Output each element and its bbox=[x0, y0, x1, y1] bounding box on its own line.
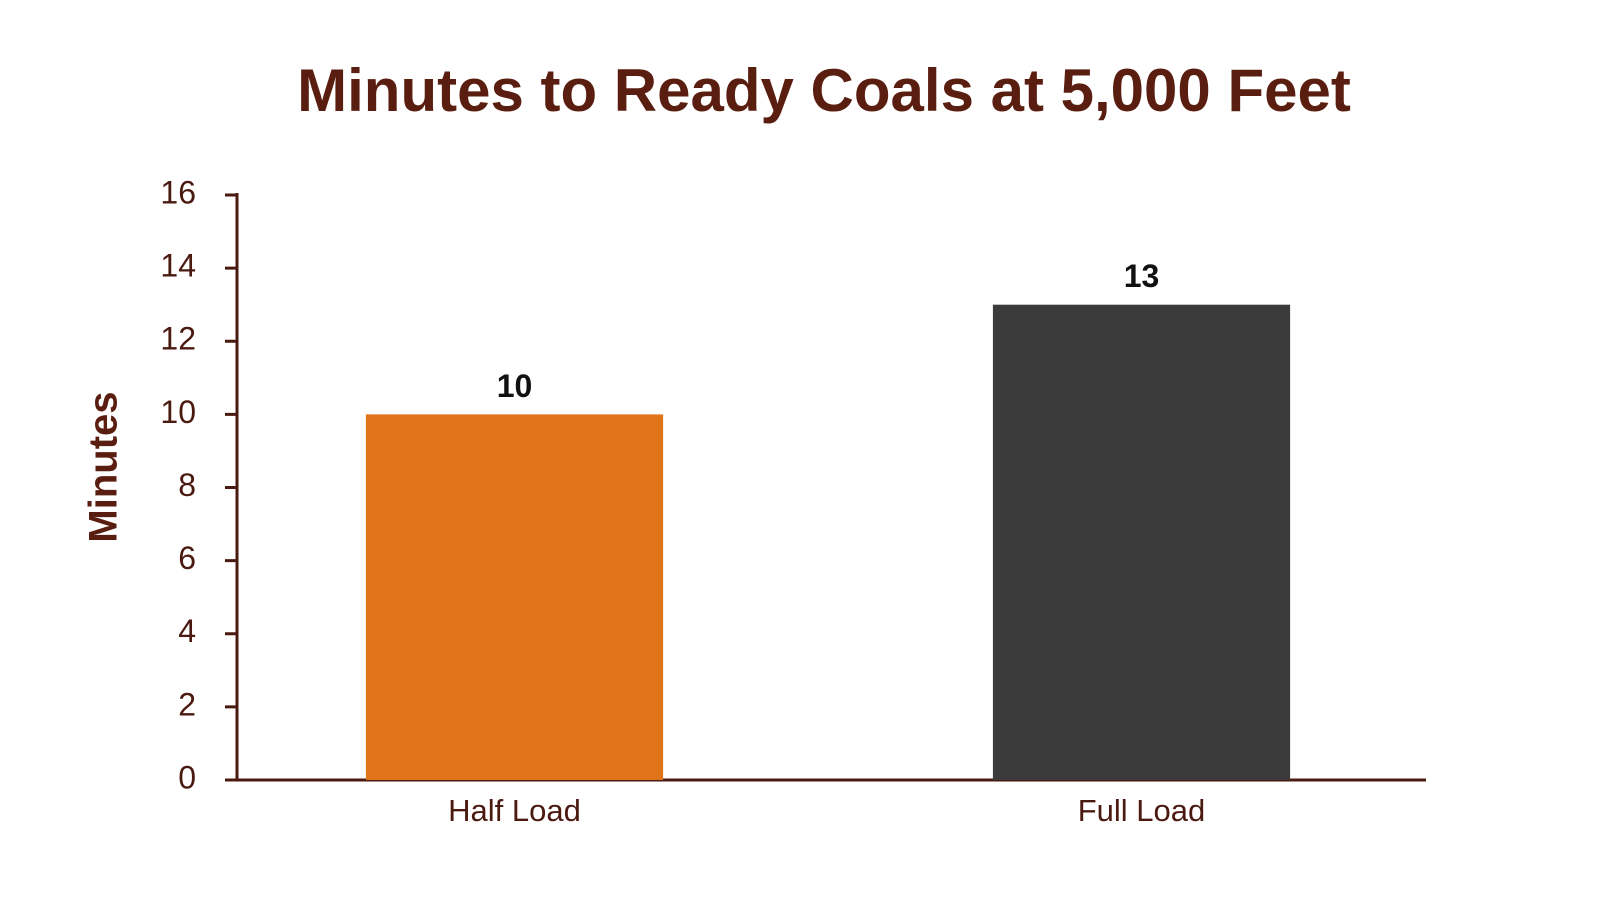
y-tick-label: 6 bbox=[178, 540, 196, 576]
x-tick-label: Full Load bbox=[1078, 793, 1206, 828]
y-tick-label: 4 bbox=[178, 613, 196, 649]
y-tick-label: 0 bbox=[178, 759, 196, 795]
y-tick-label: 12 bbox=[160, 321, 196, 357]
y-tick-label: 14 bbox=[160, 248, 196, 284]
bar bbox=[992, 304, 1291, 780]
bar bbox=[365, 414, 664, 780]
chart-title: Minutes to Ready Coals at 5,000 Feet bbox=[297, 57, 1351, 124]
x-tick-label: Half Load bbox=[448, 793, 581, 828]
value-label: 10 bbox=[497, 368, 533, 404]
y-tick-label: 8 bbox=[178, 467, 196, 503]
y-tick-label: 10 bbox=[160, 394, 196, 430]
value-label: 13 bbox=[1124, 258, 1160, 294]
y-tick-label: 2 bbox=[178, 686, 196, 722]
y-axis-label: Minutes bbox=[82, 391, 126, 542]
y-tick-label: 16 bbox=[160, 174, 196, 210]
